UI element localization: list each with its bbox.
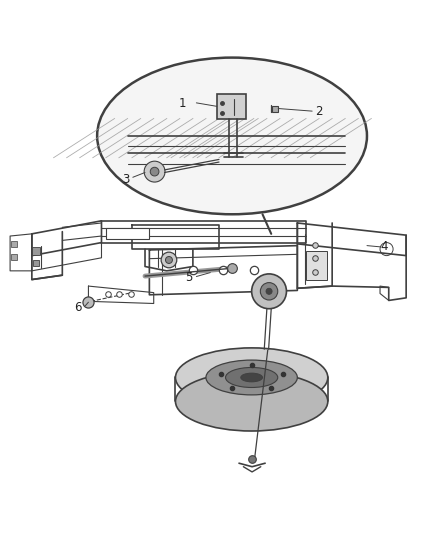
Circle shape xyxy=(166,256,173,263)
Ellipse shape xyxy=(176,348,328,407)
Text: 6: 6 xyxy=(74,301,81,314)
Circle shape xyxy=(260,282,278,300)
Circle shape xyxy=(144,161,165,182)
Bar xyxy=(106,228,149,239)
Ellipse shape xyxy=(241,373,262,382)
Text: 1: 1 xyxy=(178,97,186,110)
Ellipse shape xyxy=(206,360,297,395)
Text: 5: 5 xyxy=(185,271,192,284)
Bar xyxy=(306,251,327,280)
Circle shape xyxy=(252,274,286,309)
Ellipse shape xyxy=(226,367,278,387)
Text: 2: 2 xyxy=(315,106,323,118)
Text: 3: 3 xyxy=(122,173,129,186)
Ellipse shape xyxy=(176,372,328,431)
Circle shape xyxy=(266,288,272,294)
Circle shape xyxy=(161,252,177,268)
Ellipse shape xyxy=(97,58,367,214)
Circle shape xyxy=(150,167,159,176)
Text: 4: 4 xyxy=(381,240,388,253)
Bar xyxy=(217,94,247,119)
